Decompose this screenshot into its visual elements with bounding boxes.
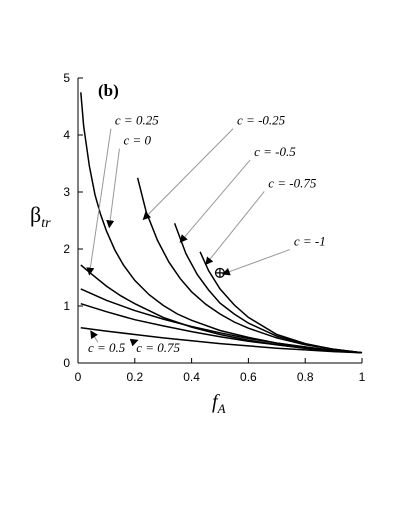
annotation-label: c = 0 bbox=[123, 133, 151, 148]
annotations: c = 0.25 c = 0 c = -0.25 c = -0.5 c = -0.75 c… bbox=[86, 113, 326, 355]
annotation-label: c = -0.25 bbox=[237, 113, 286, 128]
y-tick-label: 4 bbox=[63, 128, 70, 142]
y-axis-label: βtr bbox=[30, 202, 51, 231]
y-tick-label: 5 bbox=[63, 71, 70, 85]
annotation-label: c = 0.25 bbox=[115, 113, 159, 128]
y-tick-label: 3 bbox=[63, 185, 70, 199]
x-axis-label-sub: A bbox=[217, 401, 226, 416]
y-axis-label-main: β bbox=[30, 202, 41, 227]
series-line bbox=[136, 177, 363, 354]
y-tick-label: 1 bbox=[63, 299, 70, 313]
annotation-arrow bbox=[142, 128, 234, 221]
series-line bbox=[80, 302, 363, 354]
annotation-label: c = 0.5 bbox=[88, 340, 126, 355]
annotation-label: c = -0.75 bbox=[268, 175, 317, 190]
x-tick-label: 0.6 bbox=[240, 370, 257, 384]
marker-symbol: ⊕ bbox=[213, 265, 226, 282]
annotation-arrow bbox=[86, 128, 112, 276]
annotation-arrow bbox=[205, 191, 265, 266]
curves bbox=[80, 92, 363, 354]
x-axis-label-main: f bbox=[212, 391, 220, 413]
annotation-label: c = -1 bbox=[294, 234, 326, 249]
annotation-label: c = 0.75 bbox=[136, 340, 180, 355]
y-tick-label: 0 bbox=[63, 356, 70, 370]
annotation-label: c = -0.5 bbox=[254, 144, 296, 159]
annotation-arrow bbox=[129, 338, 139, 347]
x-axis-label: fA bbox=[212, 391, 226, 416]
y-tick-label: 2 bbox=[63, 242, 70, 256]
annotation-arrow bbox=[106, 148, 120, 229]
y-axis-label-sub: tr bbox=[41, 216, 51, 231]
annotation-arrow bbox=[90, 330, 99, 343]
x-tick-label: 0.8 bbox=[297, 370, 314, 384]
x-tick-label: 0.4 bbox=[183, 370, 200, 384]
annotation-arrow bbox=[179, 159, 251, 243]
axes: 0 0.2 0.4 0.6 0.8 1 0 1 2 3 4 5 bbox=[63, 71, 365, 384]
x-tick-label: 0.2 bbox=[126, 370, 143, 384]
panel-label: (b) bbox=[98, 81, 119, 100]
series-line bbox=[80, 326, 363, 354]
x-tick-label: 0 bbox=[75, 370, 82, 384]
series-line bbox=[80, 92, 363, 354]
annotation-arrow bbox=[221, 249, 291, 276]
series-line bbox=[80, 288, 363, 354]
x-tick-label: 1 bbox=[359, 370, 366, 384]
